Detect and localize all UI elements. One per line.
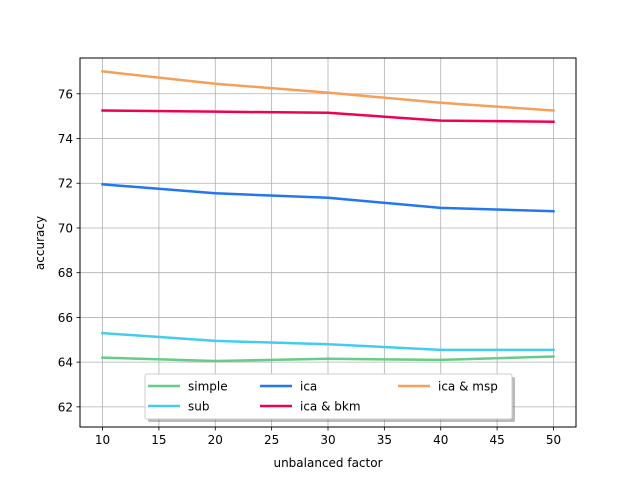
legend-label-sub: sub <box>188 400 209 414</box>
x-tick-label: 30 <box>320 433 335 447</box>
y-tick-label: 62 <box>58 400 73 414</box>
legend: simple sub ica ica & bkm ica & msp <box>144 373 515 422</box>
series-line-sub <box>101 331 555 352</box>
y-axis-ticks: 62 64 66 68 70 72 74 76 <box>58 87 80 414</box>
legend-label-ica-bkm: ica & bkm <box>300 400 361 414</box>
y-tick-label: 68 <box>58 266 73 280</box>
legend-label-ica-msp: ica & msp <box>438 380 498 394</box>
x-tick-label: 20 <box>208 433 223 447</box>
y-tick-label: 66 <box>58 311 73 325</box>
x-tick-label: 50 <box>546 433 561 447</box>
series-line-ica-bkm <box>101 109 555 124</box>
x-tick-label: 10 <box>95 433 110 447</box>
x-axis-label: unbalanced factor <box>273 456 382 470</box>
y-tick-label: 64 <box>58 356 73 370</box>
legend-label-ica: ica <box>300 380 317 394</box>
x-tick-label: 25 <box>264 433 279 447</box>
x-tick-label: 45 <box>489 433 504 447</box>
y-tick-label: 76 <box>58 87 73 101</box>
y-tick-label: 74 <box>58 132 73 146</box>
series-line-ica <box>101 183 555 213</box>
legend-label-simple: simple <box>188 380 228 394</box>
x-axis-ticks: 10 15 20 25 30 35 40 45 50 <box>95 427 561 447</box>
series-line-simple <box>101 355 555 363</box>
x-tick-label: 15 <box>151 433 166 447</box>
series-line-ica-msp <box>101 70 555 112</box>
series-lines <box>101 70 555 363</box>
x-tick-label: 35 <box>377 433 392 447</box>
x-tick-label: 40 <box>433 433 448 447</box>
y-tick-label: 70 <box>58 221 73 235</box>
y-axis-label: accuracy <box>33 216 47 270</box>
y-tick-label: 72 <box>58 177 73 191</box>
